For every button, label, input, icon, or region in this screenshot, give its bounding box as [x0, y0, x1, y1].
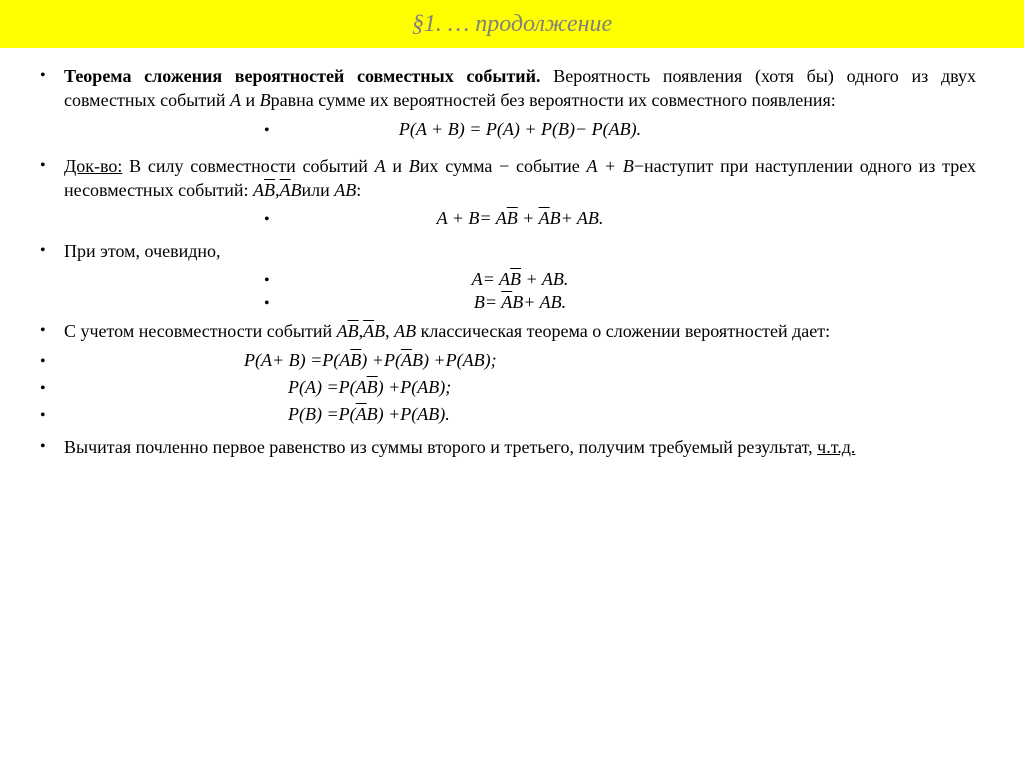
bullet-icon: •: [40, 438, 46, 456]
content-area: • Теорема сложения вероятностей совместн…: [0, 48, 1024, 459]
bullet-icon: •: [264, 122, 270, 140]
theorem-text: Теорема сложения вероятностей совместных…: [64, 64, 976, 113]
obvious-text: При этом, очевидно,: [64, 239, 976, 263]
bullet-icon: •: [40, 322, 46, 340]
eq4b-line: • P(A) =P(AB) +P(AB);: [64, 377, 976, 398]
eq4c-line: • P(B) =P(AB) +P(AB).: [64, 404, 976, 425]
bullet-icon: •: [40, 407, 46, 425]
classic-text: С учетом несовместности событий AB,AB, A…: [64, 319, 976, 343]
eq-sum-decomp: • A + B= AB + AB+ AB.: [64, 208, 976, 229]
title-bar: §1. … продолжение: [0, 0, 1024, 48]
theorem-block: • Теорема сложения вероятностей совместн…: [64, 64, 976, 113]
eq4b: P(A) =P(AB) +P(AB);: [64, 377, 976, 398]
bullet-icon: •: [264, 211, 270, 229]
bullet-icon: •: [40, 353, 46, 371]
theorem-heading: Теорема сложения вероятностей совместных…: [64, 66, 541, 86]
classic-line: • С учетом несовместности событий AB,AB,…: [64, 319, 976, 343]
final-line: • Вычитая почленно первое равенство из с…: [64, 435, 976, 459]
eq-b-decomp: • B= AB+ AB.: [64, 292, 976, 313]
eq4c: P(B) =P(AB) +P(AB).: [64, 404, 976, 425]
eq4a-line: • P(A+ B) =P(AB) +P(AB) +P(AB);: [64, 350, 976, 371]
proof-block: • Док-во: В силу совместности событий A …: [64, 154, 976, 203]
eq-a-decomp: • A= AB + AB.: [64, 269, 976, 290]
bullet-icon: •: [264, 272, 270, 290]
proof-text: Док-во: В силу совместности событий A и …: [64, 154, 976, 203]
bullet-icon: •: [40, 157, 46, 175]
theorem-formula: • P(A + B) = P(A) + P(B)− P(AB).: [64, 119, 976, 140]
bullet-icon: •: [40, 242, 46, 260]
bullet-icon: •: [40, 67, 46, 85]
proof-label: Док-во:: [64, 156, 122, 176]
bullet-icon: •: [264, 295, 270, 313]
slide-title: §1. … продолжение: [412, 11, 612, 38]
final-text: Вычитая почленно первое равенство из сум…: [64, 435, 976, 459]
slide-container: §1. … продолжение • Теорема сложения вер…: [0, 0, 1024, 768]
qed: ч.т.д.: [817, 437, 855, 457]
bullet-icon: •: [40, 380, 46, 398]
eq4a: P(A+ B) =P(AB) +P(AB) +P(AB);: [64, 350, 976, 371]
obvious-line: • При этом, очевидно,: [64, 239, 976, 263]
